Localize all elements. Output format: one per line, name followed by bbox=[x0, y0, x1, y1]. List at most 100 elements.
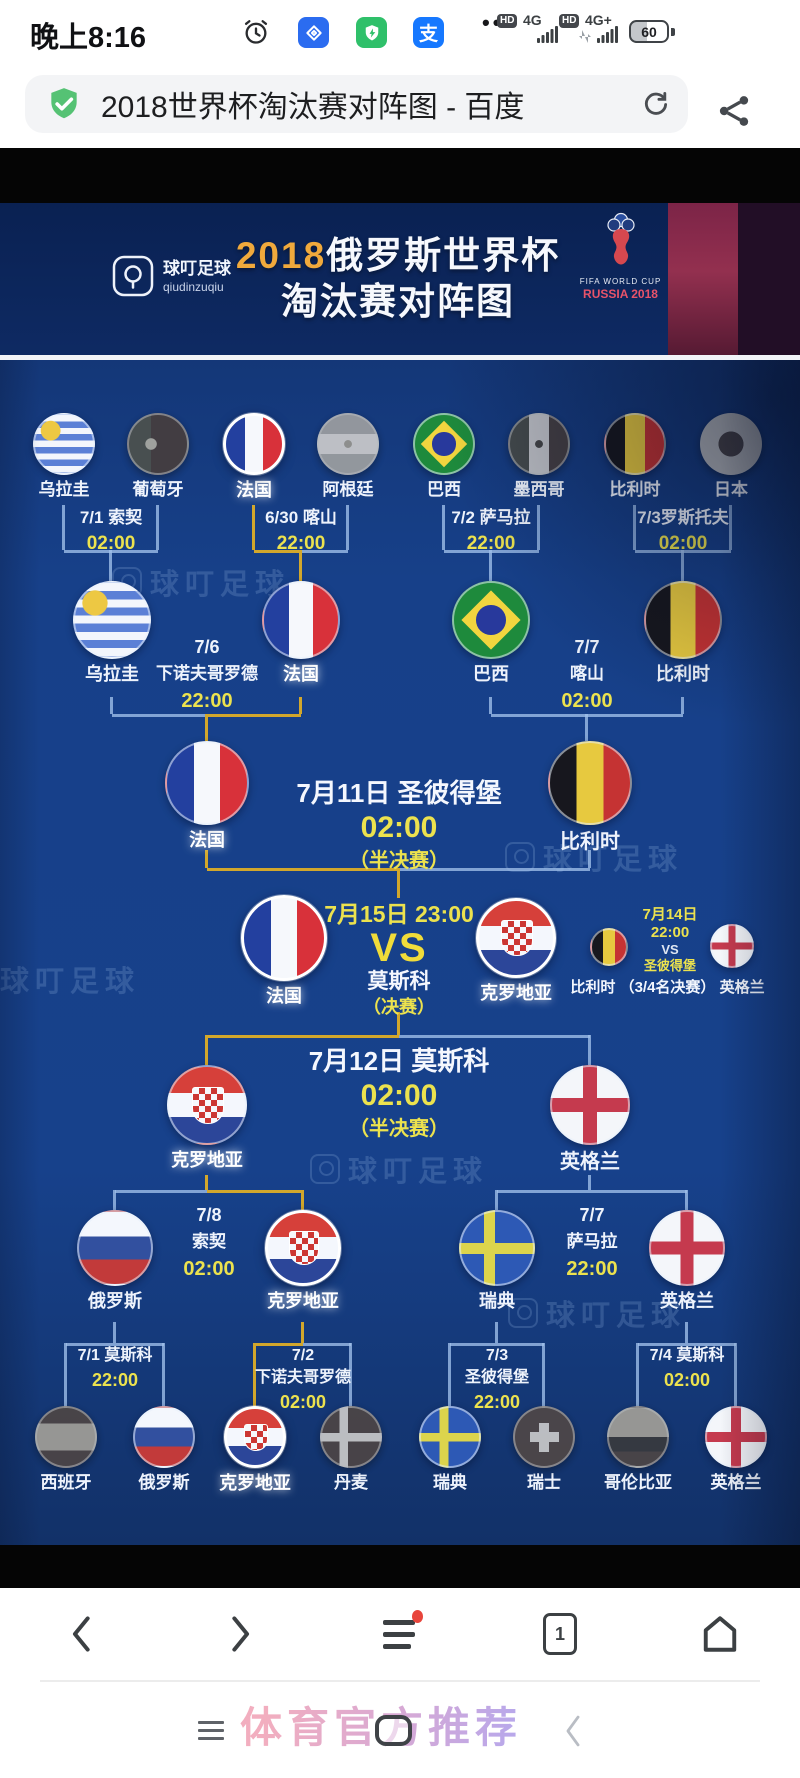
team-name: 瑞典 bbox=[479, 1291, 515, 1311]
brand-subname: qiudinzuqiu bbox=[163, 279, 224, 294]
team-name: 克罗地亚 bbox=[171, 1150, 243, 1170]
footer-menu-icon[interactable] bbox=[198, 1716, 226, 1742]
match-date: 7/7 bbox=[574, 637, 600, 657]
tab-count-icon: 1 bbox=[543, 1613, 577, 1655]
world-cup-bracket-image[interactable]: 2018俄罗斯世界杯 淘汰赛对阵图 球叮足球 qiudinzuqiu bbox=[0, 203, 800, 1545]
match-time: 22:00 bbox=[276, 533, 326, 554]
bracket-line bbox=[64, 1343, 67, 1408]
forward-button[interactable] bbox=[208, 1602, 272, 1666]
team-name: 英格兰 bbox=[560, 1151, 620, 1173]
flag-england bbox=[705, 1406, 767, 1468]
flag-sweden bbox=[459, 1210, 535, 1286]
match-time: 02:00 bbox=[183, 1258, 235, 1280]
third-place-teams-line: 比利时 （3/4名决赛） 英格兰 bbox=[570, 976, 764, 997]
flag-japan bbox=[700, 413, 762, 475]
flag-belgium bbox=[590, 928, 628, 966]
match-date: 7/2 bbox=[291, 1347, 315, 1364]
team-name: 丹麦 bbox=[334, 1473, 368, 1492]
match-time: 02:00 bbox=[86, 533, 136, 554]
flag-croatia bbox=[167, 1065, 247, 1145]
poster-header: 2018俄罗斯世界杯 淘汰赛对阵图 球叮足球 qiudinzuqiu bbox=[0, 203, 800, 355]
tabs-button[interactable]: 1 bbox=[528, 1602, 592, 1666]
match-venue: 莫斯科 bbox=[367, 970, 431, 993]
clock-time: 晚上8:16 bbox=[30, 22, 147, 54]
flag-colombia bbox=[607, 1406, 669, 1468]
team-node-portugal-r16: 葡萄牙 bbox=[110, 413, 206, 500]
updown-arrows-icon bbox=[578, 30, 592, 48]
footer-back-icon[interactable] bbox=[560, 1712, 586, 1755]
match-date: 7月15日 23:00 bbox=[324, 901, 474, 927]
team-name: 比利时 bbox=[609, 480, 661, 499]
bracket-line bbox=[205, 850, 208, 868]
flag-belgium bbox=[644, 581, 722, 659]
back-button[interactable] bbox=[50, 1602, 114, 1666]
team-node-croatia-qf: 克罗地亚 bbox=[253, 1210, 353, 1312]
flag-france bbox=[165, 741, 249, 825]
match-info-r16-3: 7/2 萨马拉 22:00 bbox=[451, 505, 530, 557]
team-name: 葡萄牙 bbox=[132, 480, 184, 499]
match-venue: 圣彼得堡 bbox=[643, 958, 696, 973]
match-venue: 喀山 bbox=[570, 664, 604, 683]
flag-sweden bbox=[419, 1406, 481, 1468]
match-stage: （决赛） bbox=[363, 997, 435, 1017]
bracket-line bbox=[542, 1343, 545, 1408]
team-node-uruguay-qf: 乌拉圭 bbox=[62, 581, 162, 685]
match-info-r16-1: 7/1 索契 02:00 bbox=[80, 505, 142, 557]
team-name: 法国 bbox=[266, 986, 302, 1006]
menu-button[interactable] bbox=[368, 1602, 432, 1666]
bracket-line bbox=[681, 697, 684, 714]
share-button[interactable] bbox=[715, 92, 753, 135]
flag-argentina bbox=[317, 413, 379, 475]
team-node-croatia-sf2: 克罗地亚 bbox=[147, 1065, 267, 1171]
alipay-app-icon: 支 bbox=[413, 17, 444, 48]
bracket-line bbox=[633, 505, 636, 550]
bracket-line bbox=[162, 1343, 165, 1408]
team-name: 日本 bbox=[714, 480, 748, 499]
poster-title-line2: 淘汰赛对阵图 bbox=[281, 281, 515, 322]
address-bar[interactable]: 2018世界杯淘汰赛对阵图 - 百度 bbox=[25, 75, 688, 133]
site-safety-shield-icon bbox=[45, 85, 83, 123]
match-date-venue: 6/30 喀山 bbox=[265, 508, 337, 527]
refresh-button[interactable] bbox=[639, 88, 672, 126]
poster-title-year: 2018 bbox=[235, 235, 327, 276]
match-date-venue: 7/2 萨马拉 bbox=[451, 508, 531, 527]
team-name: 克罗地亚 bbox=[480, 983, 552, 1003]
fifa-text-line2: RUSSIA 2018 bbox=[583, 287, 658, 301]
match-time: 22:00 bbox=[91, 1370, 139, 1390]
bracket-line bbox=[252, 505, 255, 550]
chevron-left-icon bbox=[72, 1616, 90, 1652]
bracket-line bbox=[301, 1190, 304, 1210]
team-name: 俄罗斯 bbox=[138, 1473, 190, 1492]
team-node-russia-r16: 俄罗斯 bbox=[116, 1406, 212, 1493]
bracket-line bbox=[588, 1035, 591, 1065]
match-time: 02:00 bbox=[658, 533, 708, 554]
poster-title-rest: 俄罗斯世界杯 bbox=[326, 235, 561, 276]
team-name: 比利时 bbox=[560, 831, 620, 853]
team-name: 哥伦比亚 bbox=[604, 1473, 672, 1492]
letterbox-top bbox=[0, 148, 800, 203]
brand-logo: 球叮足球 qiudinzuqiu bbox=[112, 255, 231, 297]
home-button[interactable] bbox=[688, 1602, 752, 1666]
flag-brazil bbox=[413, 413, 475, 475]
bracket-line bbox=[588, 1175, 591, 1190]
home-indicator-pill[interactable] bbox=[375, 1715, 412, 1746]
flag-croatia bbox=[224, 1406, 286, 1468]
signal-bars-icon-1 bbox=[537, 26, 559, 48]
team-name: 俄罗斯 bbox=[88, 1291, 142, 1311]
bracket-line bbox=[115, 1190, 207, 1193]
battery-indicator: 60 bbox=[629, 20, 669, 43]
footer-strip: 体育官方推荐 bbox=[0, 1688, 800, 1778]
bracket-line bbox=[205, 1175, 208, 1190]
bracket-line bbox=[207, 1190, 303, 1193]
alarm-icon bbox=[242, 18, 270, 51]
match-venue: 下诺夫哥罗德 bbox=[156, 664, 258, 683]
team-node-colombia-r16: 哥伦比亚 bbox=[590, 1406, 686, 1493]
team-node-japan-r16: 日本 bbox=[683, 413, 779, 500]
bracket-line bbox=[346, 505, 349, 550]
match-date-venue: 7/4 莫斯科 bbox=[649, 1347, 725, 1364]
match-venue: 萨马拉 bbox=[566, 1232, 618, 1251]
flag-switzerland bbox=[513, 1406, 575, 1468]
flag-denmark bbox=[320, 1406, 382, 1468]
bracket-line bbox=[585, 714, 588, 741]
